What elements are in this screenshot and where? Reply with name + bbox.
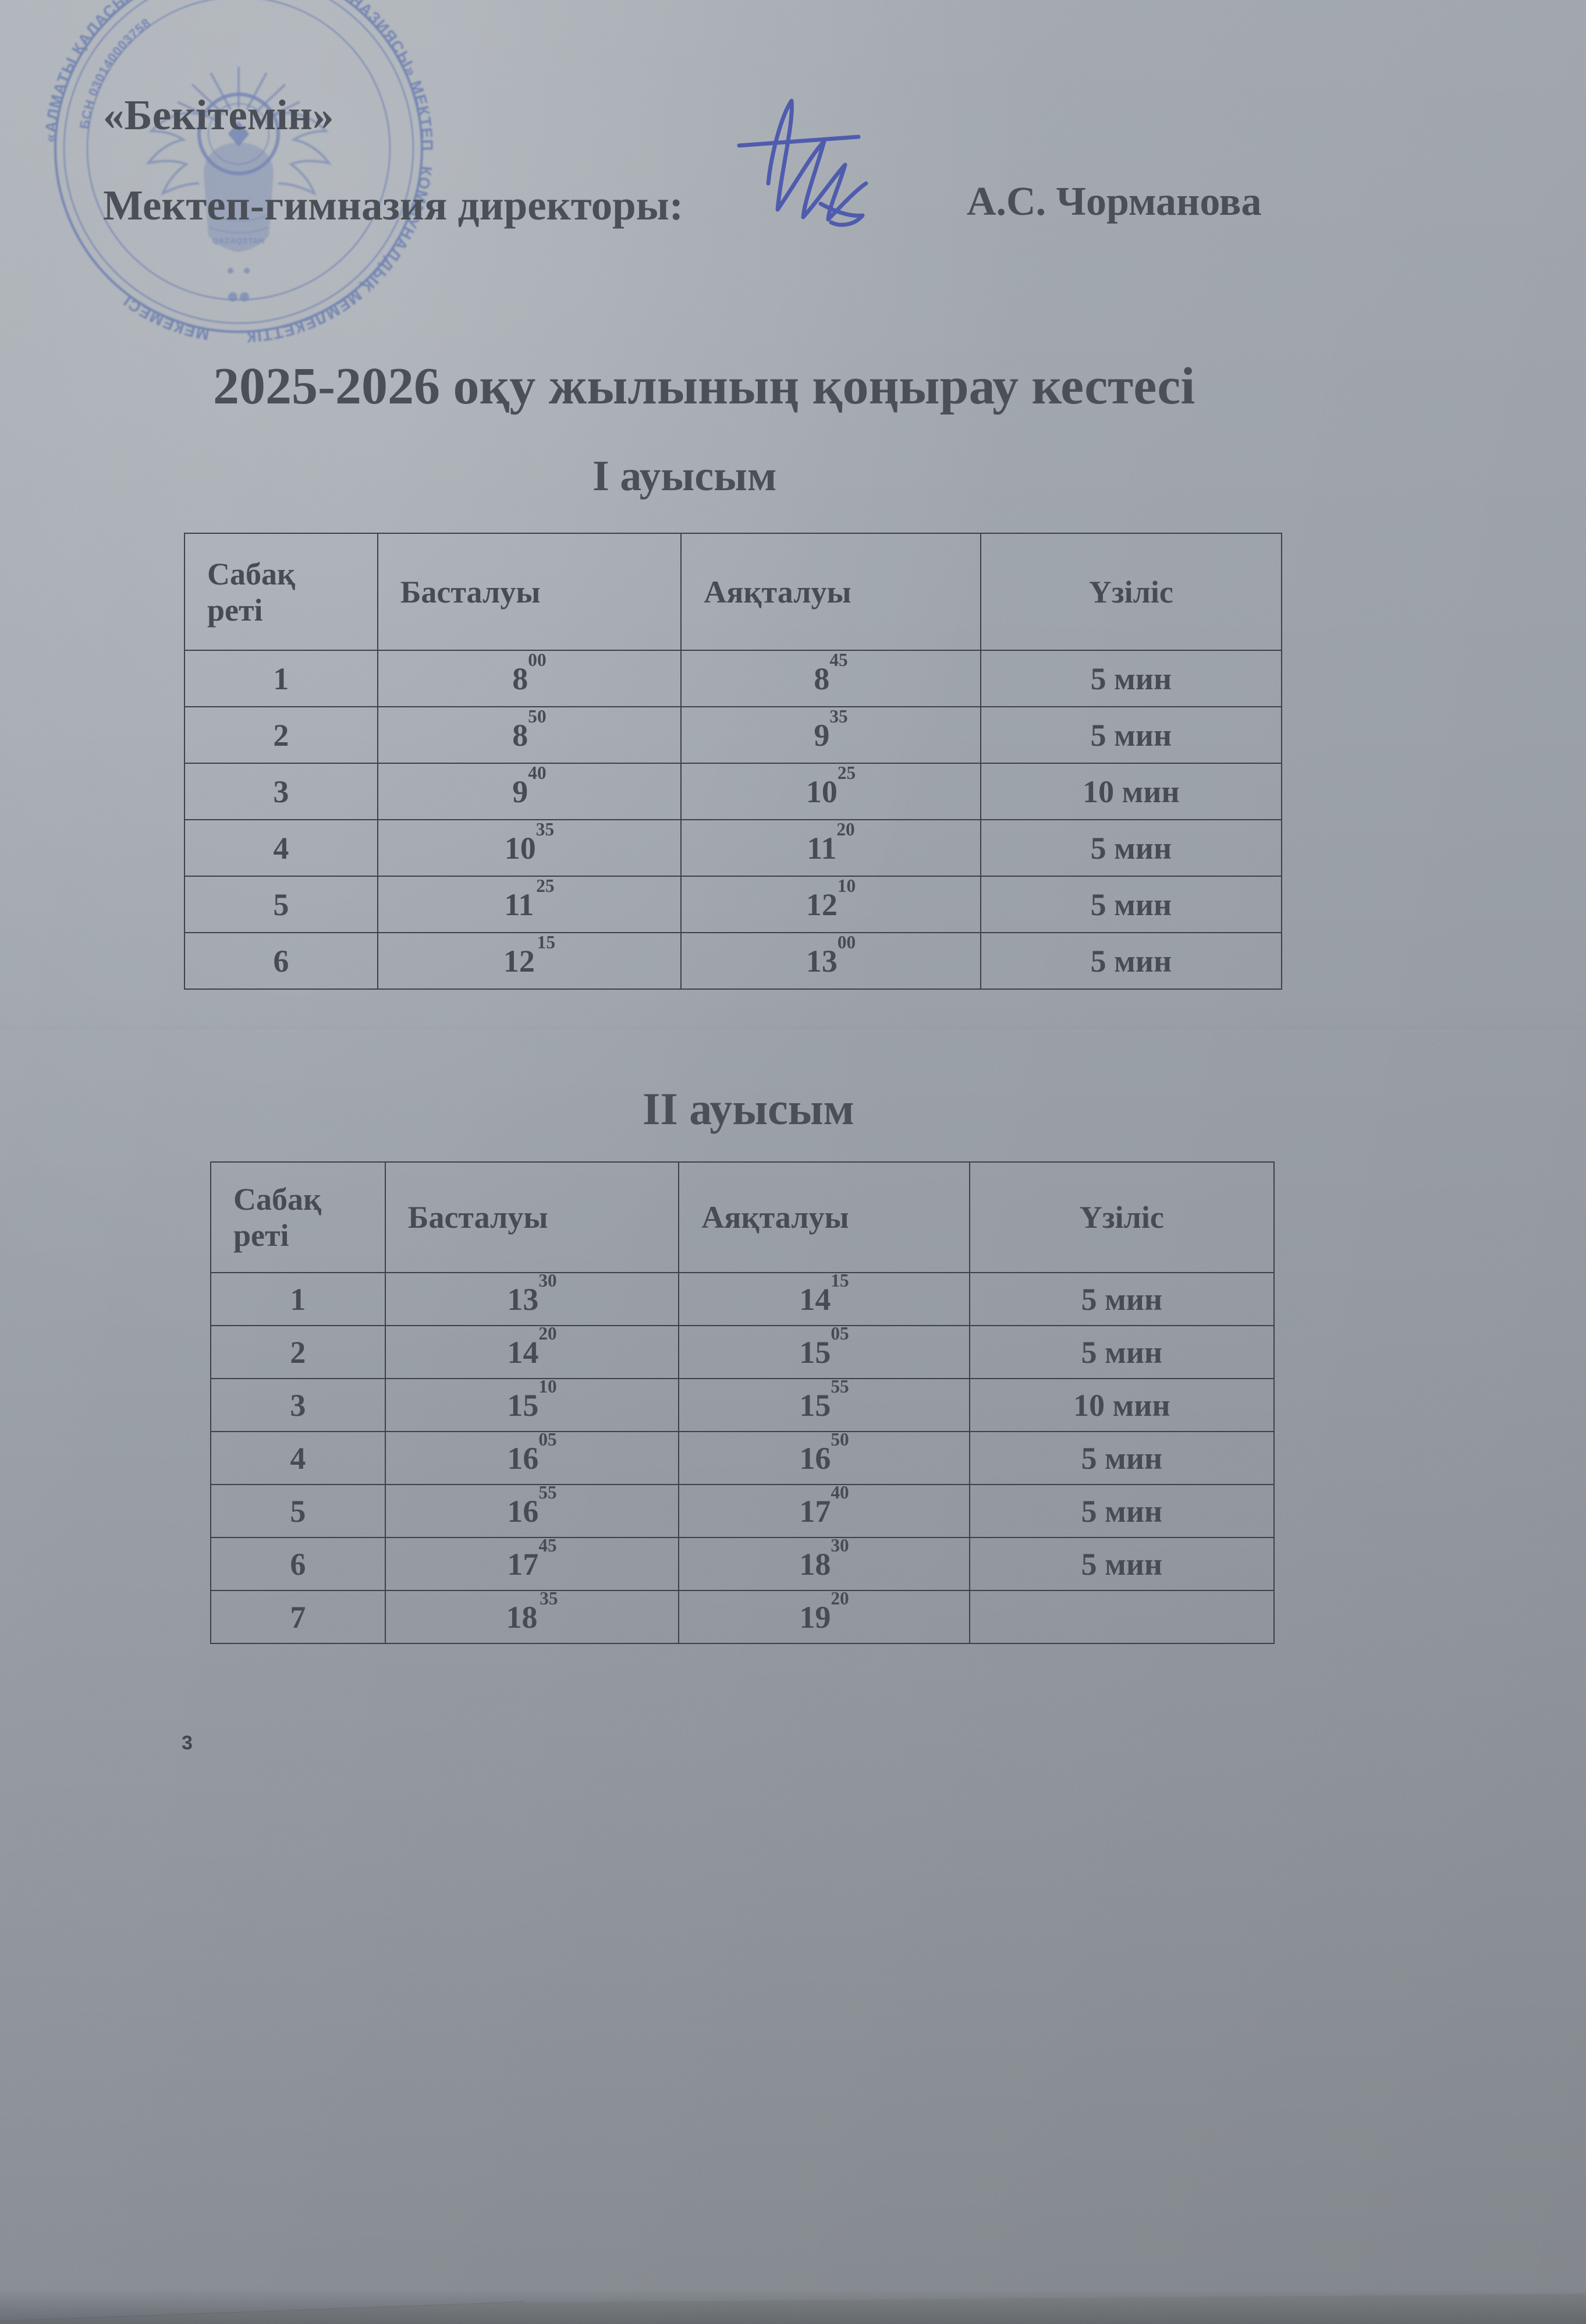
svg-text:QAZAQSTAN: QAZAQSTAN [212,236,265,245]
